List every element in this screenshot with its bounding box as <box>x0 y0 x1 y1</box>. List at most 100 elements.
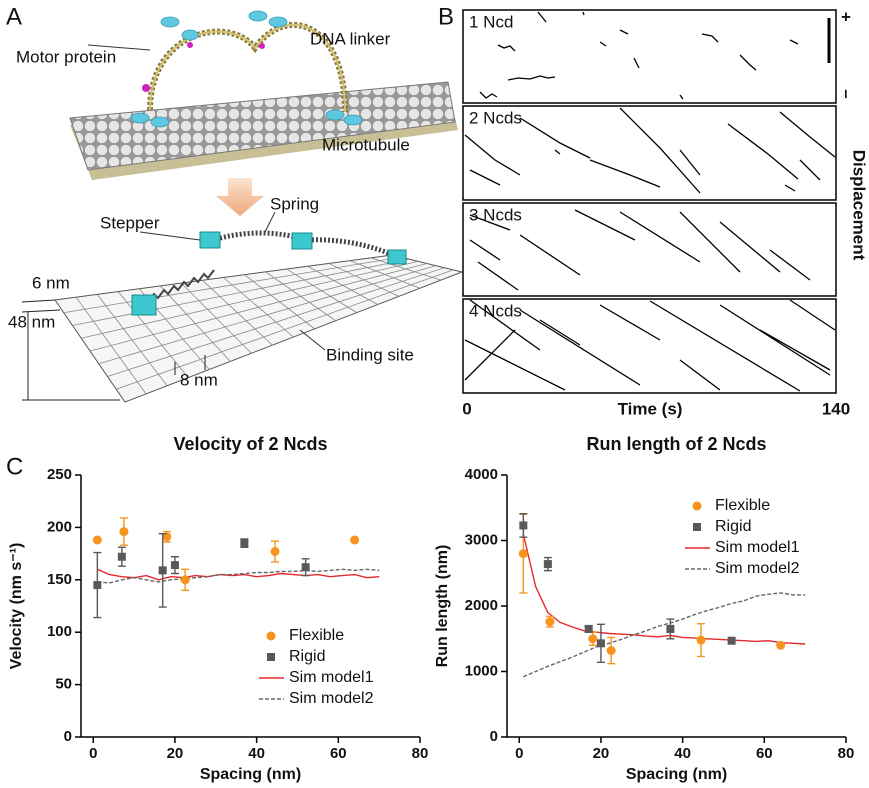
series-line <box>97 568 380 581</box>
grid-plane-line <box>116 269 454 390</box>
grid-plane <box>54 254 464 403</box>
grid-plane-line <box>63 256 401 314</box>
label: 6 nm <box>32 273 70 292</box>
marker <box>519 521 528 530</box>
label: Binding site <box>326 345 414 364</box>
x-tick-label: 80 <box>838 745 855 762</box>
leader-line <box>299 329 326 351</box>
marker <box>158 566 167 575</box>
legend-marker <box>266 631 276 641</box>
x-tick-label: 0 <box>462 399 471 418</box>
y-tick-label: 4000 <box>465 466 498 483</box>
marker <box>696 635 706 645</box>
chart-title: Run length of 2 Ncds <box>587 434 767 454</box>
marker <box>606 646 616 656</box>
kymograph-traces <box>464 11 836 392</box>
legend-label: Rigid <box>289 648 325 665</box>
dna-linker <box>149 24 346 113</box>
x-tick-label: 60 <box>330 745 347 762</box>
legend-label: Sim model1 <box>715 539 800 556</box>
label: 48 nm <box>8 312 55 331</box>
x-axis-label: Time (s) <box>618 399 683 418</box>
legend-label: Flexible <box>715 497 770 514</box>
legend-label: Sim model2 <box>715 560 800 577</box>
legend-marker <box>267 653 275 661</box>
marker <box>92 535 102 545</box>
y-tick-label: 250 <box>47 466 72 483</box>
x-tick-label: 60 <box>756 745 773 762</box>
marker <box>117 552 126 561</box>
y-tick-label: 1000 <box>465 662 498 679</box>
label: Microtubule <box>322 135 410 154</box>
legend-marker <box>692 501 702 511</box>
grid-plane-line <box>89 263 428 352</box>
y-tick-label: 3000 <box>465 531 498 548</box>
x-tick-label: 0 <box>515 745 523 762</box>
marker <box>543 560 552 569</box>
x-tick-label: 20 <box>593 745 610 762</box>
x-axis-label: Spacing (nm) <box>626 766 727 783</box>
y-tick-label: 0 <box>490 728 498 745</box>
label: Spring <box>270 194 319 213</box>
x-tick-label: 0 <box>89 745 97 762</box>
y-tick-label: 50 <box>55 676 72 693</box>
y-axis-label: Run length (nm) <box>434 545 451 668</box>
label: Motor protein <box>16 47 116 66</box>
label: Stepper <box>100 213 160 232</box>
legend-label: Rigid <box>715 518 751 535</box>
y-tick-label: 100 <box>47 623 72 640</box>
y-tick-label: 200 <box>47 518 72 535</box>
marker <box>350 535 360 545</box>
marker <box>162 532 172 542</box>
kymograph-frames <box>462 9 837 394</box>
x-tick-label: 80 <box>412 745 429 762</box>
steppers <box>131 231 407 316</box>
x-tick-label: 20 <box>167 745 184 762</box>
marker <box>596 639 605 648</box>
y-axis-label: Velocity (nm s⁻¹) <box>8 543 25 670</box>
marker <box>240 539 249 548</box>
marker <box>727 636 736 645</box>
y-axis-label: Displacement <box>850 150 869 261</box>
panel-label: B <box>438 3 454 30</box>
leader-line <box>264 211 276 233</box>
kymograph-label: 4 Ncds <box>469 301 522 320</box>
dimension-lines <box>21 299 206 401</box>
marker <box>588 634 598 644</box>
plus-label: + <box>841 7 851 26</box>
marker <box>666 624 675 633</box>
marker <box>270 547 280 557</box>
legend-marker <box>693 523 701 531</box>
panel-label: C <box>6 453 23 480</box>
leader-line <box>139 231 201 241</box>
y-tick-label: 0 <box>64 728 72 745</box>
series-line <box>522 533 806 645</box>
grid-plane-line <box>72 258 410 326</box>
kymograph-label: 2 Ncds <box>469 108 522 127</box>
marker <box>584 624 593 633</box>
marker <box>776 640 786 650</box>
series-line <box>523 592 806 678</box>
panel-label: A <box>6 3 22 30</box>
grid-plane-line <box>98 265 436 365</box>
x-tick-label: 40 <box>248 745 265 762</box>
motor-node <box>187 42 193 48</box>
chart-title: Velocity of 2 Ncds <box>173 434 327 454</box>
kymograph-label: 3 Ncds <box>469 205 522 224</box>
series-line <box>97 568 380 584</box>
motor-proteins <box>130 10 363 128</box>
motor-node <box>259 43 265 49</box>
marker <box>119 527 129 537</box>
marker <box>180 575 190 585</box>
label: 8 nm <box>180 370 218 389</box>
x-tick-label: 40 <box>674 745 691 762</box>
marker <box>301 563 310 572</box>
y-tick-label: 2000 <box>465 597 498 614</box>
panel-b: B 1 Ncd 2 Ncds 3 Ncds 4 Ncds + – Displac… <box>438 3 869 418</box>
y-tick-label: 150 <box>47 571 72 588</box>
legend-label: Sim model2 <box>289 690 374 707</box>
kymograph-label: 1 Ncd <box>469 12 513 31</box>
x-tick-label: 140 <box>822 399 850 418</box>
grid-plane-line <box>107 267 445 377</box>
